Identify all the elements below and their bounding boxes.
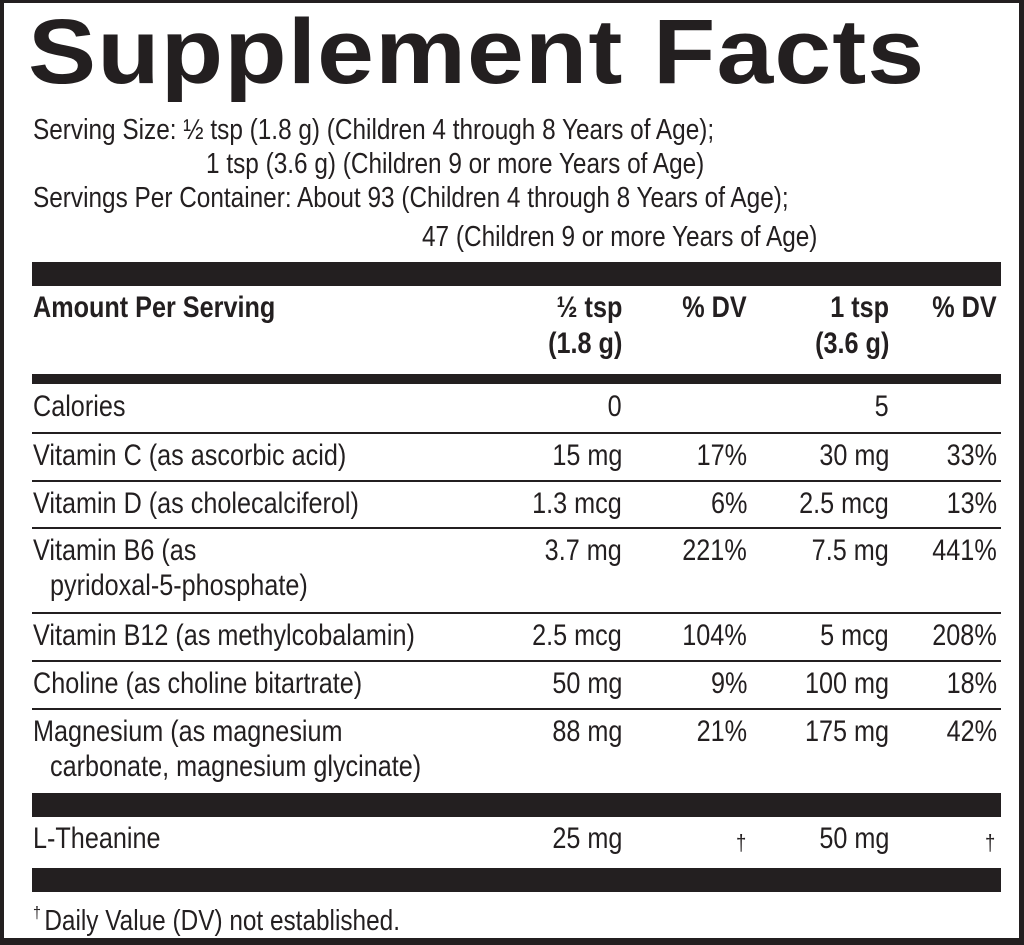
nutrient-full-dv: 208% xyxy=(932,619,997,652)
row-divider xyxy=(32,708,1001,710)
nutrient-half-amount: 2.5 mcg xyxy=(532,619,622,652)
nutrient-half-amount: 88 mg xyxy=(551,715,622,748)
nutrient-full-amount: 5 mcg xyxy=(820,619,889,652)
col-full-dv-heading: % DV xyxy=(932,291,997,324)
col-half-tsp-heading: ½ tsp xyxy=(556,291,622,324)
row-divider xyxy=(32,527,1001,529)
ingredient-half-amount: 25 mg xyxy=(551,822,622,855)
footnote-text: Daily Value (DV) not established. xyxy=(44,905,400,937)
calories-full-amount: 5 xyxy=(874,390,889,423)
nutrient-half-dv: 221% xyxy=(682,534,747,567)
nutrient-name: Vitamin B12 (as methylcobalamin) xyxy=(33,619,415,652)
nutrient-half-amount: 15 mg xyxy=(551,439,622,472)
servings-per-container-line-1: Servings Per Container: About 93 (Childr… xyxy=(33,182,789,214)
nutrient-half-amount: 1.3 mcg xyxy=(532,487,622,520)
medium-divider xyxy=(32,374,1001,384)
nutrient-full-amount: 2.5 mcg xyxy=(799,487,889,520)
nutrient-half-amount: 3.7 mg xyxy=(544,534,622,567)
nutrient-full-dv: 13% xyxy=(946,487,997,520)
nutrient-name: Vitamin D (as cholecalciferol) xyxy=(33,487,359,520)
ingredient-full-dv-dagger: † xyxy=(984,830,995,855)
servings-per-container-line-2: 47 (Children 9 or more Years of Age) xyxy=(422,221,818,253)
row-divider xyxy=(32,660,1001,662)
thick-divider xyxy=(32,793,1001,817)
nutrient-full-amount: 7.5 mg xyxy=(811,534,889,567)
row-divider xyxy=(32,432,1001,434)
thick-divider xyxy=(32,868,1001,892)
dagger-symbol: † xyxy=(33,903,41,922)
nutrient-name: Choline (as choline bitartrate) xyxy=(33,667,363,700)
panel-title: Supplement Facts xyxy=(28,1,926,103)
ingredient-full-amount: 50 mg xyxy=(818,822,889,855)
nutrient-name-continued: carbonate, magnesium glycinate) xyxy=(50,750,422,783)
nutrient-half-amount: 50 mg xyxy=(551,667,622,700)
nutrient-full-amount: 175 mg xyxy=(804,715,889,748)
nutrient-half-dv: 17% xyxy=(696,439,747,472)
nutrient-full-dv: 18% xyxy=(946,667,997,700)
footnote: † Daily Value (DV) not established. xyxy=(33,895,470,939)
serving-size-line-1: Serving Size: ½ tsp (1.8 g) (Children 4 … xyxy=(33,114,715,146)
nutrient-name: Vitamin B6 (as xyxy=(33,534,197,567)
nutrient-full-amount: 30 mg xyxy=(818,439,889,472)
col-full-tsp-grams-heading: (3.6 g) xyxy=(814,327,889,360)
ingredient-name: L-Theanine xyxy=(33,822,161,855)
nutrient-name: Vitamin C (as ascorbic acid) xyxy=(33,439,347,472)
ingredient-half-dv-dagger: † xyxy=(735,830,746,855)
amount-per-serving-heading: Amount Per Serving xyxy=(33,291,276,324)
nutrient-half-dv: 6% xyxy=(710,487,747,520)
calories-half-amount: 0 xyxy=(607,390,622,423)
col-half-tsp-grams-heading: (1.8 g) xyxy=(547,327,622,360)
nutrient-full-dv: 33% xyxy=(946,439,997,472)
nutrient-full-amount: 100 mg xyxy=(804,667,889,700)
nutrient-half-dv: 21% xyxy=(696,715,747,748)
calories-label: Calories xyxy=(33,390,126,423)
row-divider xyxy=(32,480,1001,482)
nutrient-full-dv: 42% xyxy=(946,715,997,748)
nutrient-name-continued: pyridoxal-5-phosphate) xyxy=(50,569,308,602)
col-half-dv-heading: % DV xyxy=(682,291,747,324)
row-divider xyxy=(32,612,1001,614)
nutrient-half-dv: 104% xyxy=(682,619,747,652)
nutrient-full-dv: 441% xyxy=(932,534,997,567)
nutrient-name: Magnesium (as magnesium xyxy=(33,715,343,748)
nutrient-half-dv: 9% xyxy=(710,667,747,700)
col-full-tsp-heading: 1 tsp xyxy=(830,291,889,324)
serving-size-line-2: 1 tsp (3.6 g) (Children 9 or more Years … xyxy=(206,148,705,180)
thick-divider xyxy=(32,262,1001,286)
